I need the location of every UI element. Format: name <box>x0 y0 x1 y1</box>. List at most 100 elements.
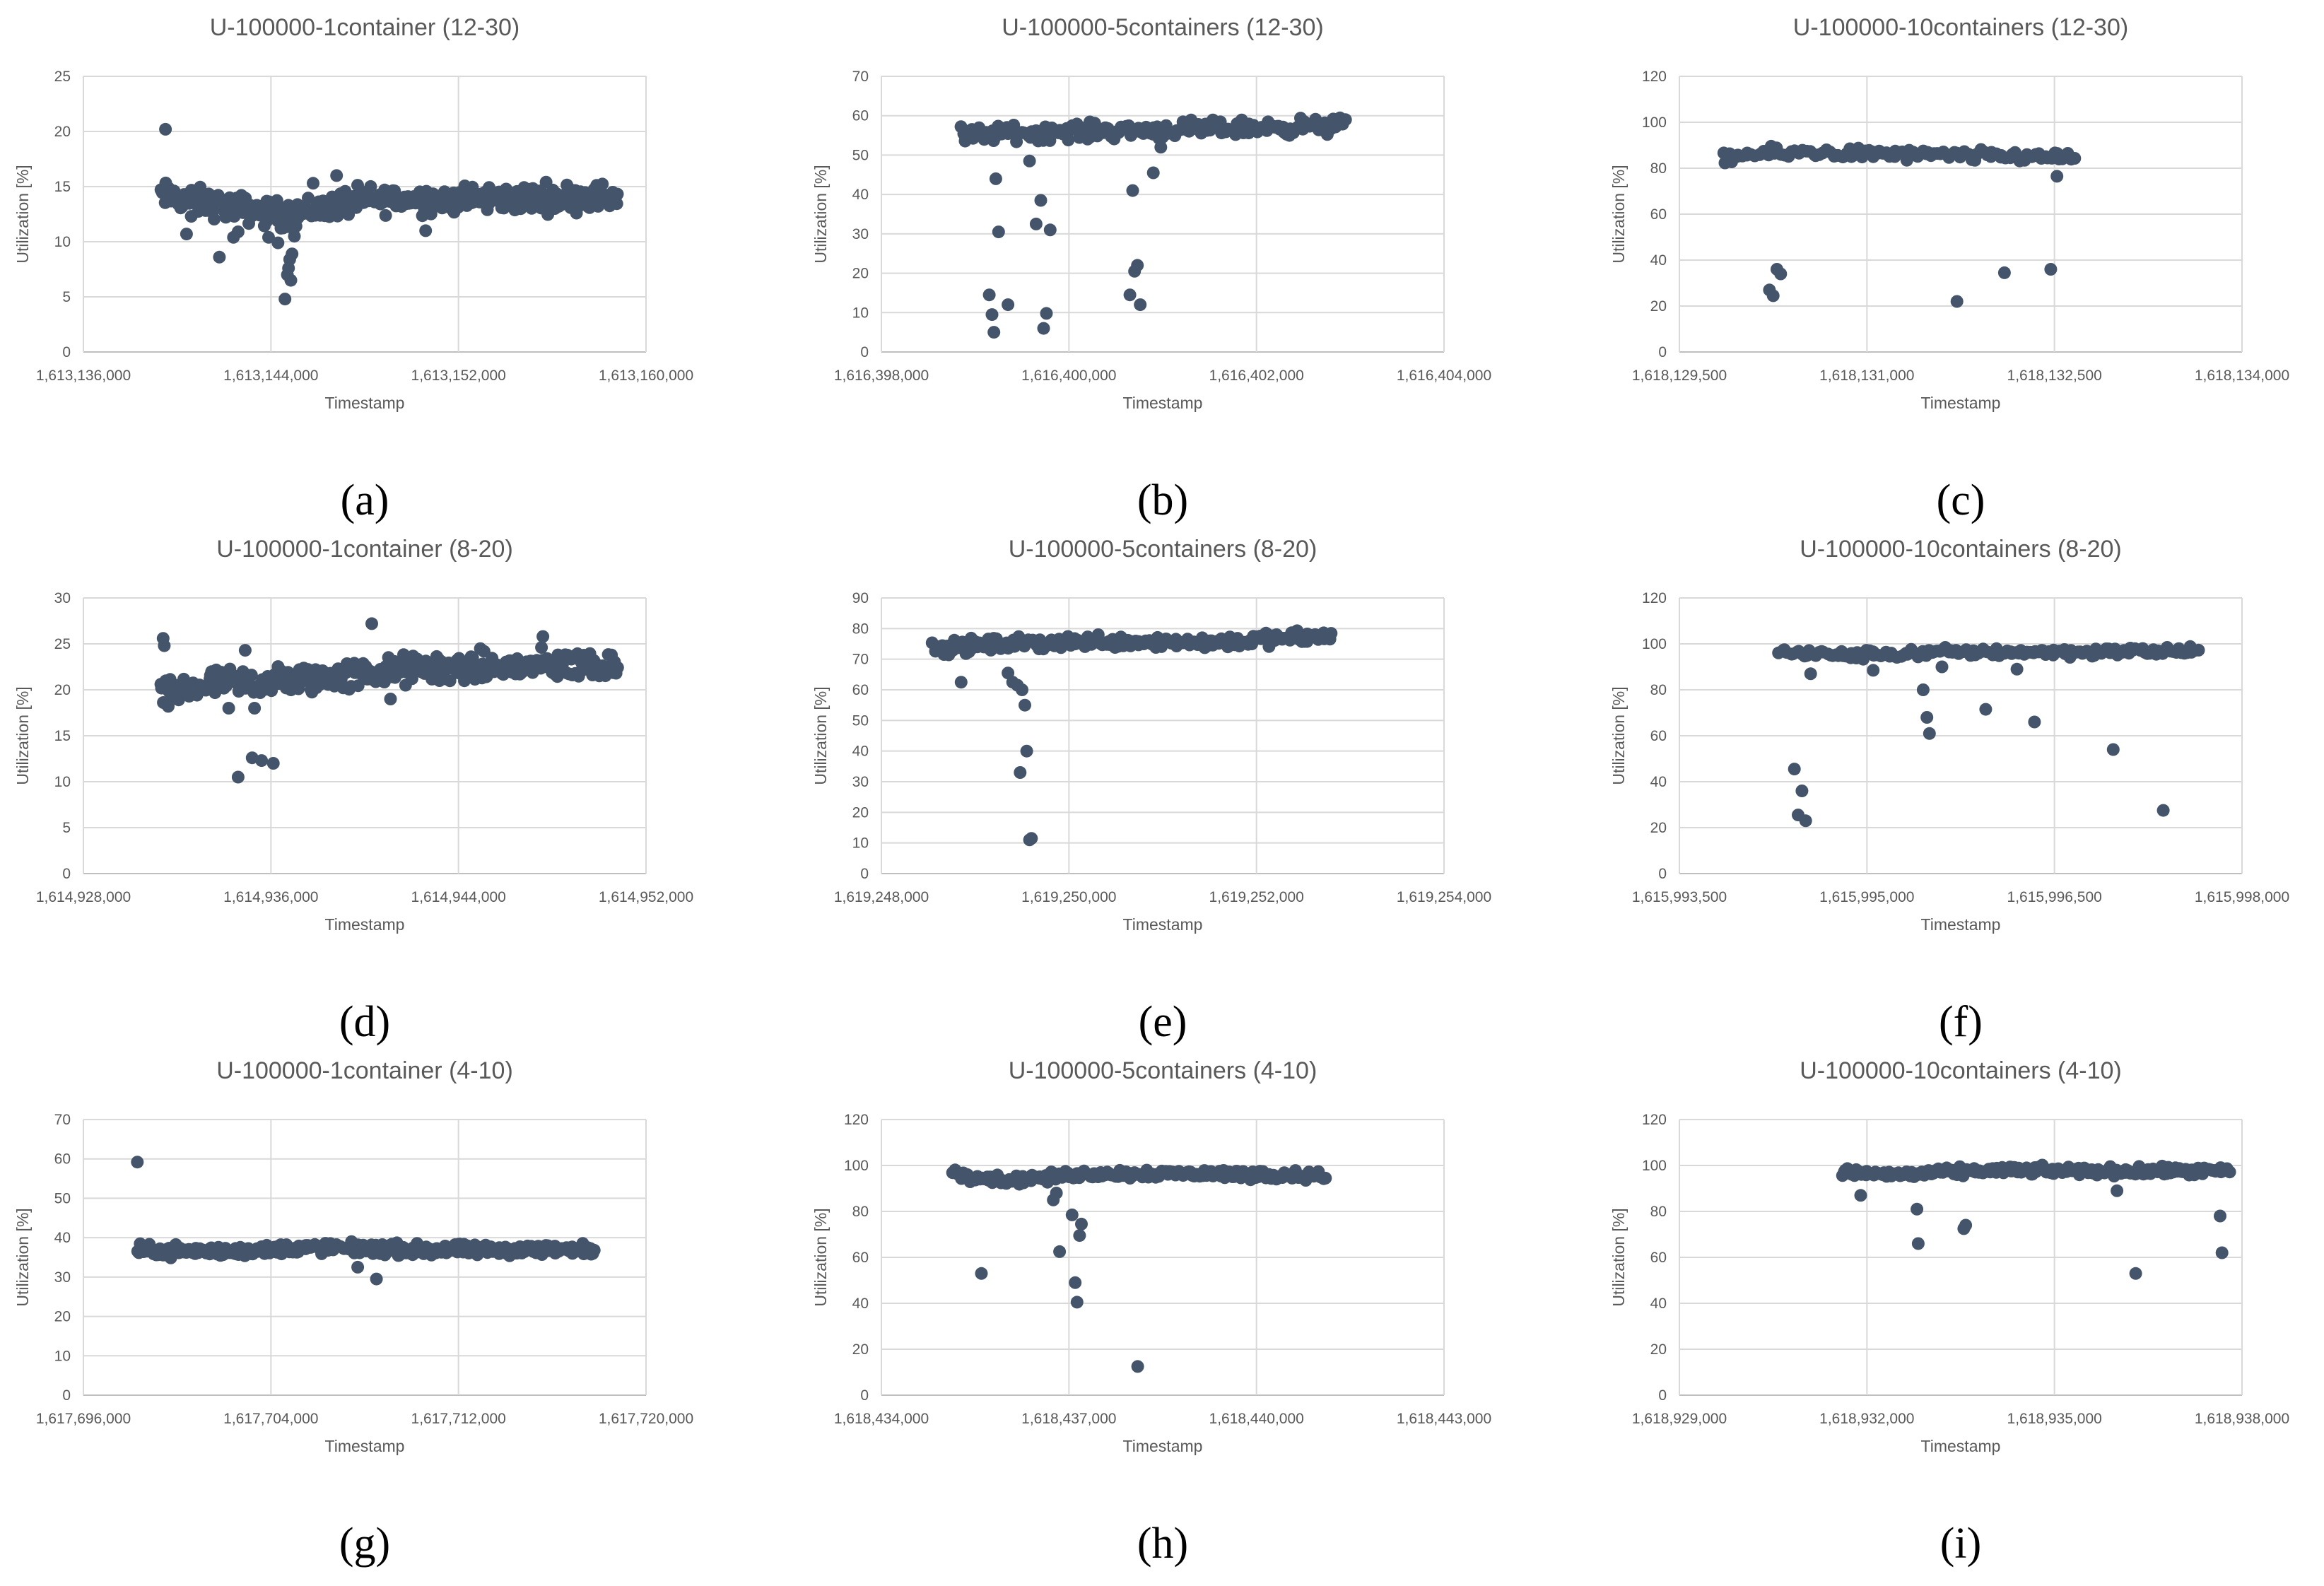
x-axis-label: Timestamp <box>325 915 405 934</box>
y-tick-label: 10 <box>852 835 869 852</box>
y-tick-label: 10 <box>54 234 71 250</box>
data-point <box>286 247 299 261</box>
data-point <box>1339 113 1352 127</box>
data-point <box>1916 683 1930 696</box>
y-tick-label: 0 <box>860 344 869 360</box>
data-point <box>2156 804 2170 817</box>
data-point <box>1023 154 1036 168</box>
x-tick-label: 1,618,437,000 <box>1021 1411 1116 1427</box>
data-point <box>2044 263 2058 276</box>
data-point <box>1959 1218 1973 1232</box>
data-point <box>271 236 285 249</box>
data-point <box>1950 295 1964 308</box>
data-point <box>611 661 624 674</box>
x-tick-label: 1,618,434,000 <box>834 1411 929 1427</box>
data-point <box>989 172 1002 185</box>
data-point <box>159 122 172 136</box>
x-axis-label: Timestamp <box>1921 915 2001 934</box>
data-point <box>536 630 550 643</box>
y-axis-label: Utilization [%] <box>1609 165 1628 263</box>
y-tick-label: 40 <box>1650 252 1667 269</box>
y-tick-label: 100 <box>844 1158 869 1174</box>
data-point <box>443 674 457 688</box>
panel-label: (b) <box>1137 476 1188 524</box>
data-point <box>2050 170 2064 183</box>
x-tick-label: 1,618,132,500 <box>2007 368 2102 384</box>
data-point <box>596 177 609 191</box>
chart-panel-3: U-100000-10containers (12-30) 0 20 40 60 80 10… <box>1609 14 2289 524</box>
chart-panel-6: U-100000-10containers (8-20) 0 20 40 60 80 100… <box>1609 536 2289 1046</box>
chart-panel-5: U-100000-5containers (8-20) 0 10 20 30 40 50 60… <box>811 536 1491 1046</box>
y-tick-label: 120 <box>1642 69 1667 85</box>
y-tick-label: 60 <box>852 1250 869 1266</box>
y-tick-label: 60 <box>54 1151 71 1168</box>
data-point <box>364 180 377 193</box>
y-axis-label: Utilization [%] <box>1609 1208 1628 1306</box>
y-tick-label: 80 <box>852 1204 869 1220</box>
y-tick-label: 5 <box>62 820 71 836</box>
x-tick-label: 1,619,254,000 <box>1397 889 1491 905</box>
x-tick-label: 1,618,932,000 <box>1819 1411 1914 1427</box>
data-point <box>2129 1267 2142 1280</box>
y-tick-label: 50 <box>54 1190 71 1206</box>
data-point <box>307 177 319 190</box>
data-point <box>1766 289 1780 302</box>
y-tick-label: 10 <box>54 774 71 790</box>
panel-label: (a) <box>341 476 389 524</box>
x-tick-label: 1,618,929,000 <box>1632 1411 1727 1427</box>
data-point <box>1131 259 1144 272</box>
x-tick-label: 1,618,129,500 <box>1632 368 1727 384</box>
data-point <box>1029 217 1043 230</box>
data-point <box>278 293 292 306</box>
data-point <box>1069 1276 1082 1289</box>
y-tick-label: 120 <box>1642 590 1667 606</box>
y-tick-label: 20 <box>1650 820 1667 836</box>
y-tick-label: 50 <box>852 712 869 729</box>
y-tick-label: 15 <box>54 179 71 195</box>
x-tick-label: 1,618,935,000 <box>2007 1411 2102 1427</box>
data-point <box>2214 1209 2226 1223</box>
x-tick-label: 1,618,443,000 <box>1397 1411 1491 1427</box>
data-point <box>1979 703 1993 716</box>
y-tick-label: 60 <box>852 682 869 698</box>
data-point <box>587 1243 601 1257</box>
data-point <box>1062 134 1075 147</box>
x-tick-label: 1,619,248,000 <box>834 889 929 905</box>
chart-panel-4: U-100000-1container (8-20) 0 5 10 15 20 25 30 1,… <box>13 536 693 1046</box>
x-axis-label: Timestamp <box>1921 1437 2001 1455</box>
x-tick-label: 1,618,134,000 <box>2195 368 2289 384</box>
y-tick-label: 25 <box>54 69 71 85</box>
data-point <box>255 754 269 768</box>
x-tick-label: 1,619,250,000 <box>1021 889 1116 905</box>
data-point <box>1131 1360 1144 1373</box>
x-axis-label: Timestamp <box>1123 915 1203 934</box>
y-tick-label: 50 <box>852 147 869 163</box>
x-axis-label: Timestamp <box>325 394 405 412</box>
data-point <box>954 676 968 689</box>
y-tick-label: 70 <box>852 652 869 668</box>
y-tick-label: 40 <box>54 1230 71 1246</box>
y-tick-label: 40 <box>1650 774 1667 790</box>
data-point <box>1319 1171 1332 1185</box>
x-tick-label: 1,619,252,000 <box>1209 889 1304 905</box>
y-tick-label: 10 <box>54 1348 71 1364</box>
data-point <box>379 208 392 222</box>
x-axis-label: Timestamp <box>325 1437 405 1455</box>
y-tick-label: 40 <box>852 1296 869 1312</box>
chart-title: U-100000-1container (4-10) <box>216 1057 513 1084</box>
data-point <box>231 225 245 238</box>
chart-panel-8: U-100000-5containers (4-10) 0 20 40 60 80 100 1… <box>811 1057 1491 1568</box>
data-point <box>975 1267 988 1280</box>
data-point <box>1325 627 1338 640</box>
data-point <box>208 213 221 225</box>
x-tick-label: 1,617,696,000 <box>36 1411 131 1427</box>
y-tick-label: 40 <box>852 187 869 203</box>
data-point <box>1920 711 1934 724</box>
data-point <box>1126 184 1139 197</box>
y-tick-label: 70 <box>852 69 869 85</box>
x-tick-label: 1,618,440,000 <box>1209 1411 1304 1427</box>
y-tick-label: 60 <box>1650 206 1667 223</box>
y-tick-label: 30 <box>54 590 71 606</box>
data-point <box>1070 1296 1084 1309</box>
data-point <box>611 187 624 201</box>
